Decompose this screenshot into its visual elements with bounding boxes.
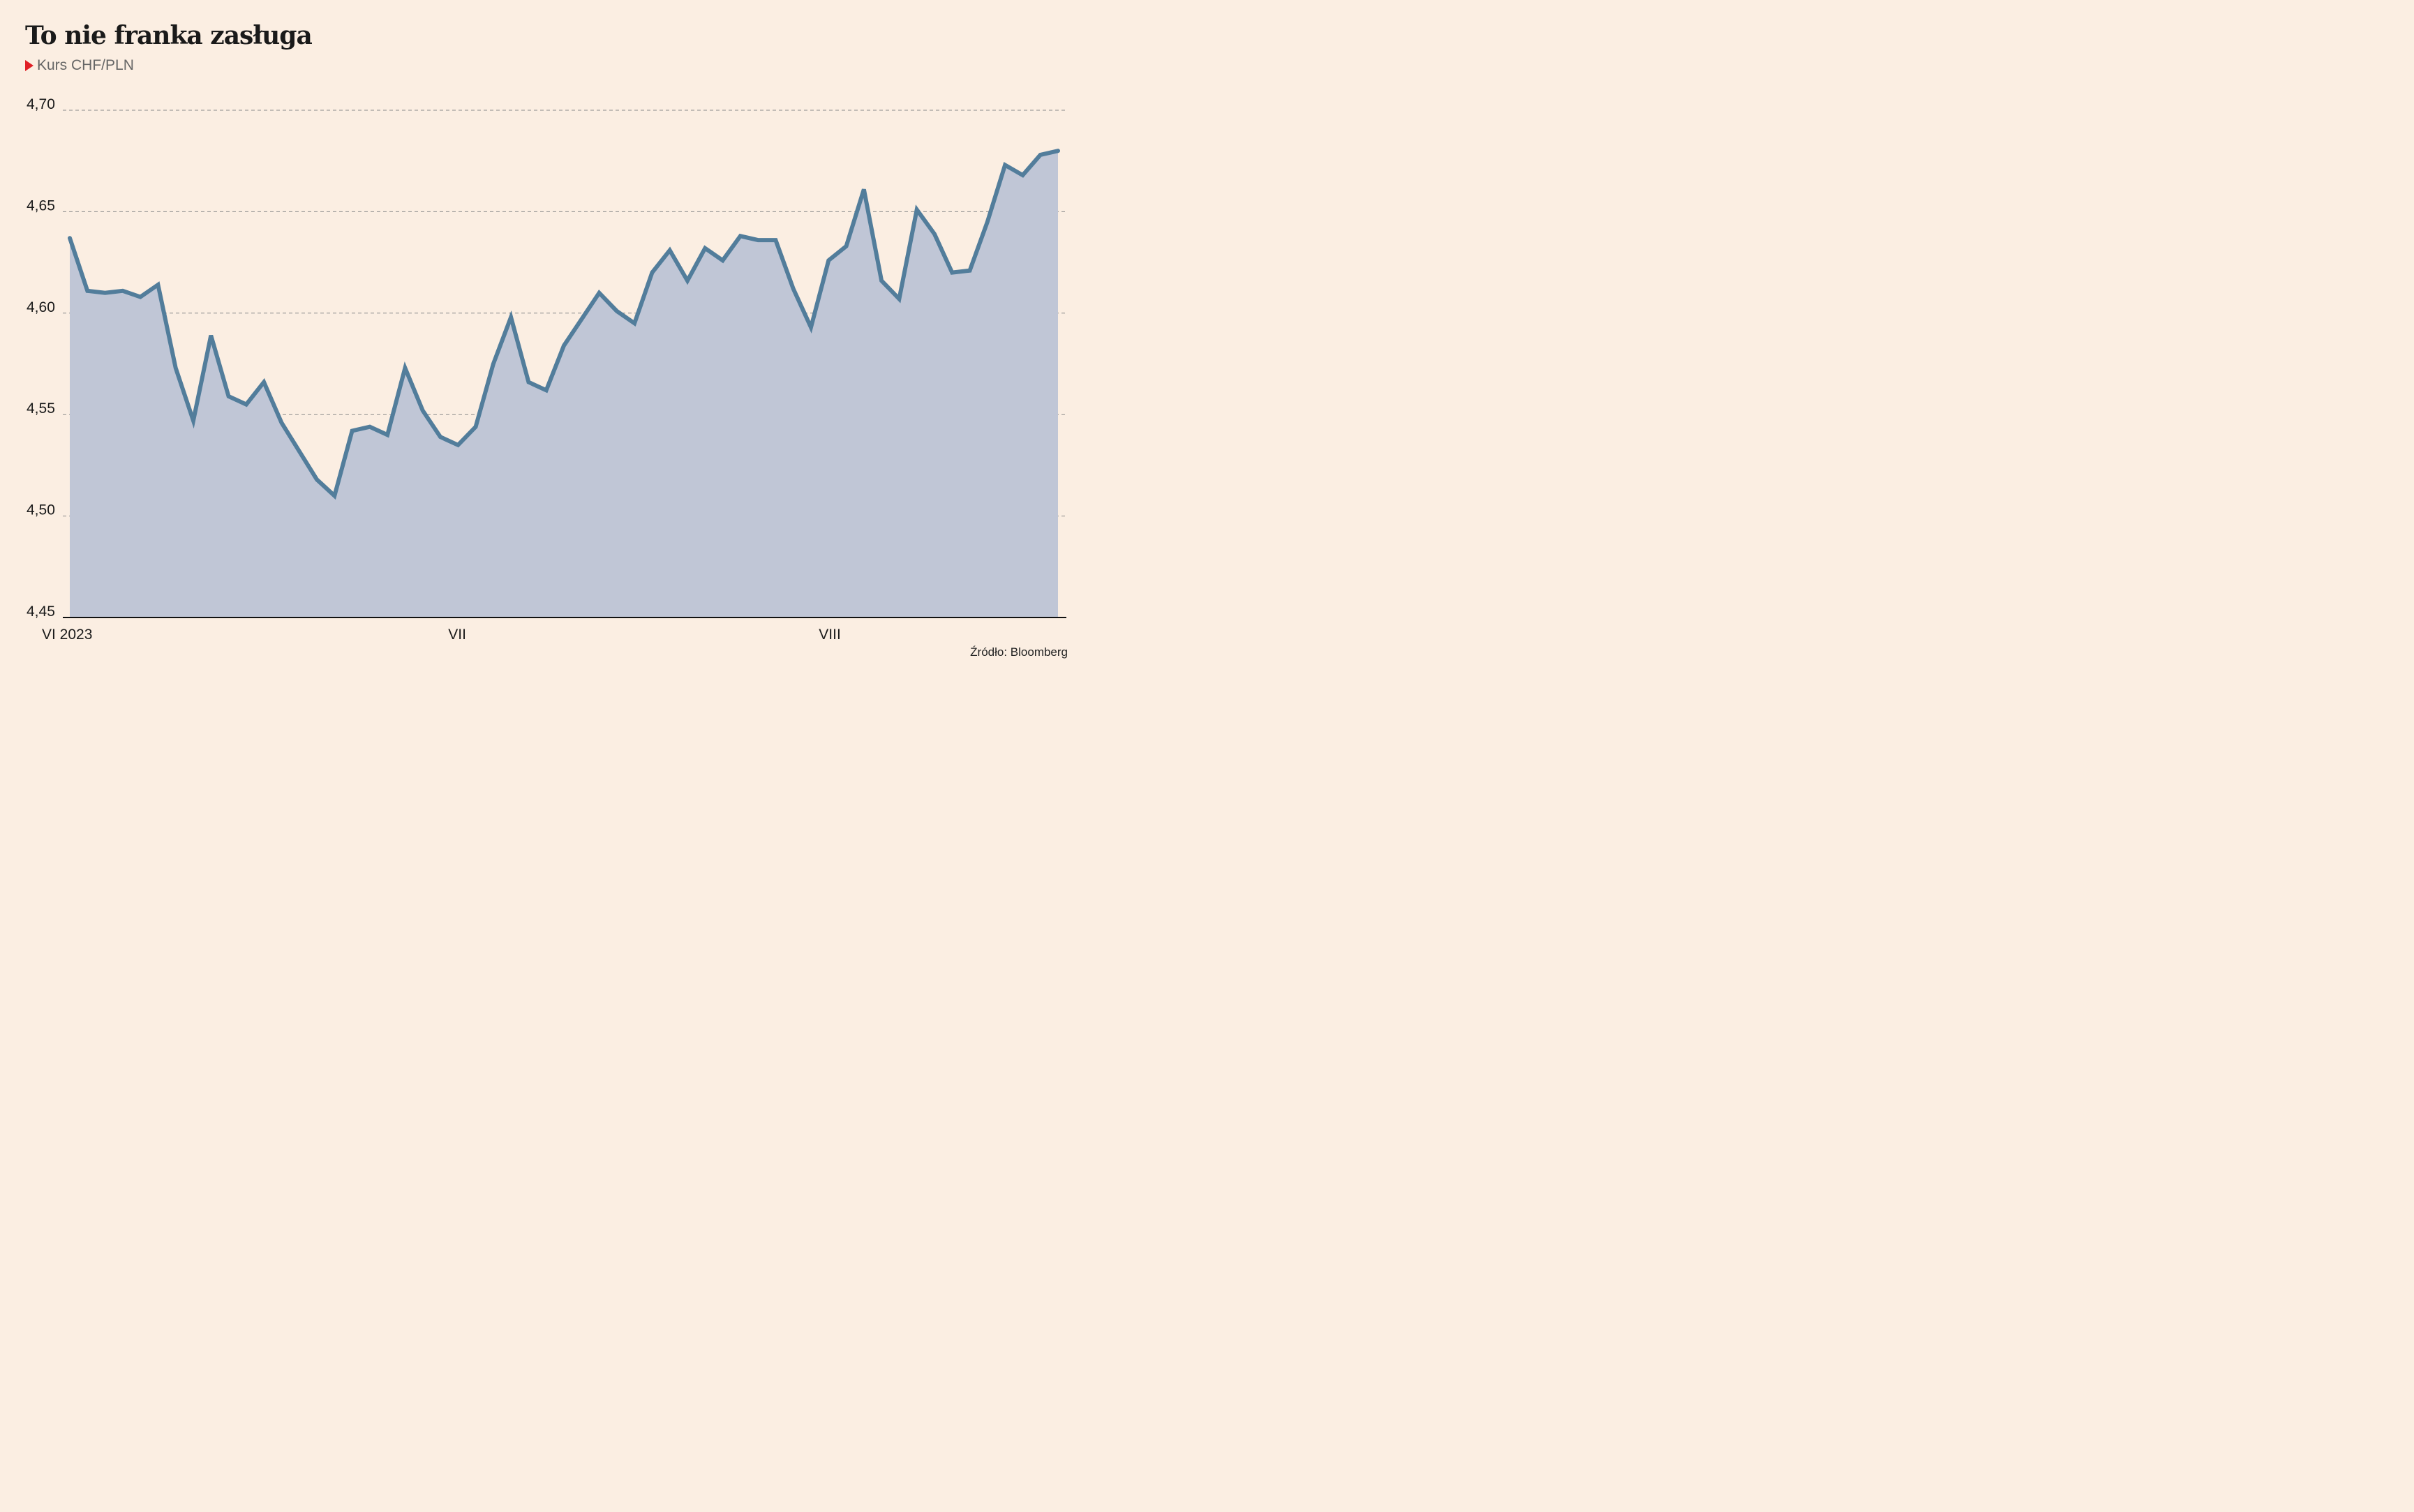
y-tick-label: 4,70 <box>27 96 55 112</box>
y-tick-label: 4,65 <box>27 197 55 214</box>
series-line <box>68 149 1060 500</box>
subtitle-label: Kurs CHF/PLN <box>37 57 134 73</box>
y-tick-label: 4,45 <box>27 604 55 620</box>
triangle-marker-icon <box>25 60 33 71</box>
line-area-chart: 4,45 4,50 4,55 4,60 4,65 4,70 VI 2023 VII VIII <box>27 96 1066 643</box>
area-fill <box>70 151 1058 617</box>
line-layer <box>68 149 1060 500</box>
x-tick-labels: VI 2023 VII VIII <box>42 627 841 643</box>
y-tick-label: 4,55 <box>27 401 55 417</box>
source-note: Źródło: Bloomberg <box>970 645 1068 659</box>
y-tick-label: 4,50 <box>27 502 55 518</box>
y-tick-label: 4,60 <box>27 299 55 315</box>
y-tick-labels: 4,45 4,50 4,55 4,60 4,65 4,70 <box>27 96 55 620</box>
chart-subtitle: Kurs CHF/PLN <box>25 57 134 74</box>
area-fill-layer <box>70 151 1058 617</box>
x-tick-label: VI 2023 <box>42 627 92 643</box>
chart-title: To nie franka zasługa <box>25 21 313 50</box>
x-tick-label: VIII <box>819 627 841 643</box>
x-tick-label: VII <box>448 627 466 643</box>
